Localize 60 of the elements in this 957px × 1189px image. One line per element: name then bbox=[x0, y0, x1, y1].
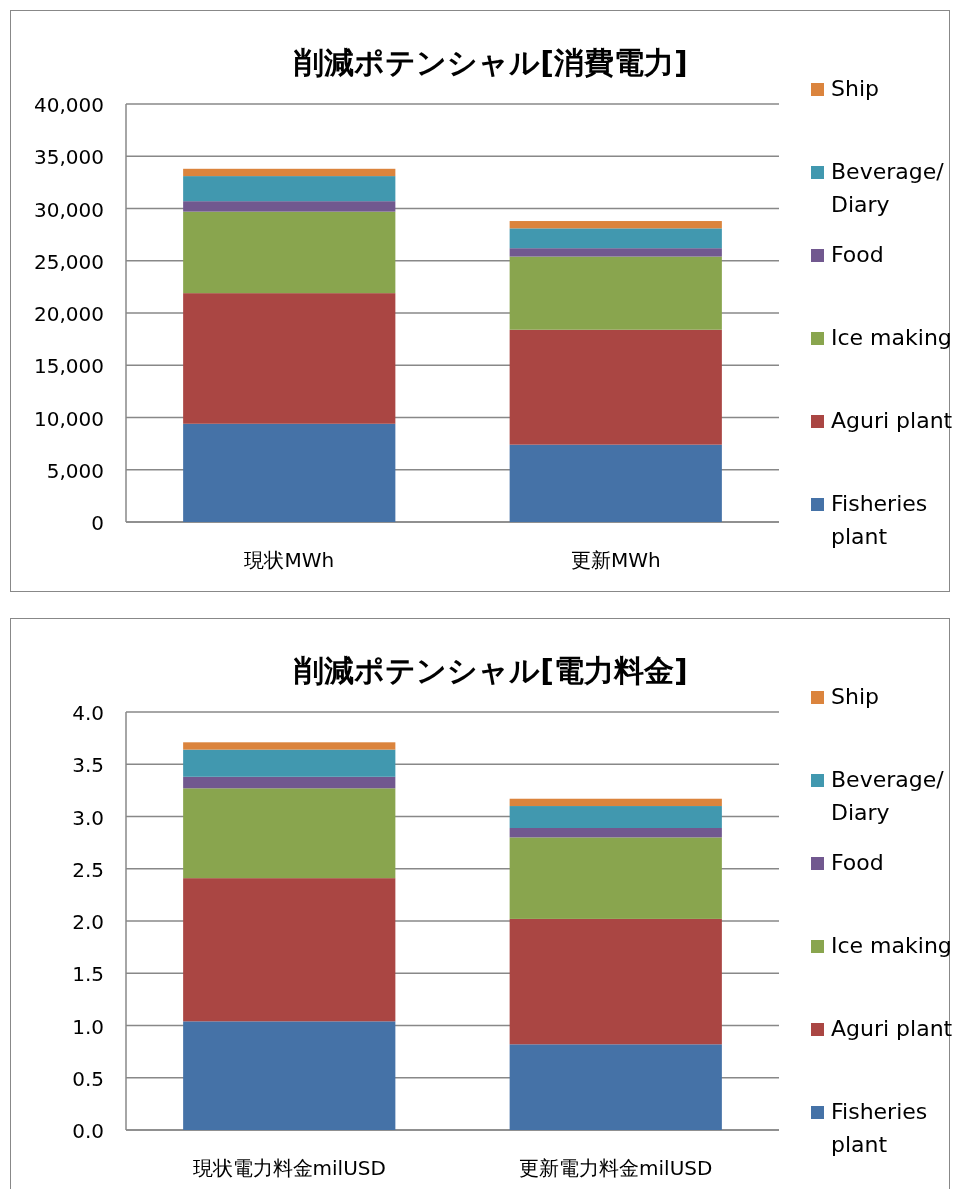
bar bbox=[509, 798, 722, 807]
bar bbox=[509, 248, 722, 257]
bar bbox=[509, 1044, 722, 1130]
legend-label: Aguri plant bbox=[831, 1015, 954, 1043]
bar bbox=[183, 176, 396, 202]
y-tick-label: 5,000 bbox=[46, 458, 104, 483]
bar bbox=[509, 837, 722, 919]
bar bbox=[509, 444, 722, 522]
legend-label: Ice making bbox=[831, 932, 953, 960]
bar bbox=[509, 221, 722, 229]
y-tick-label: 3.5 bbox=[72, 753, 104, 778]
y-tick-label: 10,000 bbox=[34, 406, 104, 431]
bar bbox=[509, 329, 722, 445]
y-tick-label: 40,000 bbox=[34, 93, 104, 117]
y-tick-label: 0.5 bbox=[72, 1066, 104, 1091]
legend-label: Beverage/ Diary bbox=[831, 158, 945, 219]
x-tick-label: 更新MWh bbox=[570, 548, 661, 572]
legend-label: Ship bbox=[831, 75, 880, 103]
bar bbox=[183, 788, 396, 879]
legend-label: Beverage/ Diary bbox=[831, 766, 945, 827]
bar bbox=[183, 201, 396, 212]
legend-label: Ice making bbox=[831, 324, 953, 352]
bar bbox=[183, 211, 396, 294]
bar bbox=[509, 806, 722, 828]
y-tick-label: 15,000 bbox=[34, 354, 104, 379]
legend-label: Fisheries plant bbox=[831, 490, 929, 551]
bar bbox=[183, 1021, 396, 1130]
x-tick-label: 更新電力料金milUSD bbox=[519, 1156, 713, 1180]
y-tick-label: 20,000 bbox=[34, 302, 104, 326]
bar bbox=[183, 423, 396, 522]
y-tick-label: 3.0 bbox=[72, 805, 104, 830]
bar bbox=[509, 828, 722, 838]
y-tick-label: 1.0 bbox=[72, 1014, 104, 1039]
legend-label: Food bbox=[831, 241, 885, 269]
chart-title: 削減ポテンシャル[消費電力] bbox=[293, 45, 688, 80]
x-tick-label: 現状MWh bbox=[244, 548, 335, 572]
y-tick-label: 25,000 bbox=[34, 249, 104, 274]
y-tick-label: 0 bbox=[91, 511, 104, 535]
bar bbox=[509, 256, 722, 330]
legend-label: Ship bbox=[831, 683, 880, 711]
legend-label: Food bbox=[831, 849, 885, 877]
bar bbox=[183, 878, 396, 1022]
bar bbox=[183, 742, 396, 750]
legend-label: Fisheries plant bbox=[831, 1098, 929, 1159]
y-tick-label: 2.5 bbox=[72, 857, 104, 882]
legend-label: Aguri plant bbox=[831, 407, 954, 435]
bar bbox=[183, 776, 396, 789]
y-tick-label: 0.0 bbox=[72, 1119, 104, 1143]
bar bbox=[183, 168, 396, 177]
bar bbox=[183, 293, 396, 424]
x-tick-label: 現状電力料金milUSD bbox=[192, 1156, 386, 1180]
bar bbox=[509, 228, 722, 249]
y-tick-label: 30,000 bbox=[34, 197, 104, 222]
y-tick-label: 1.5 bbox=[72, 962, 104, 987]
y-tick-label: 4.0 bbox=[72, 701, 104, 725]
y-tick-label: 2.0 bbox=[72, 910, 104, 934]
bar bbox=[183, 749, 396, 777]
chart-title: 削減ポテンシャル[電力料金] bbox=[293, 653, 688, 688]
y-tick-label: 35,000 bbox=[34, 145, 104, 170]
bar bbox=[509, 918, 722, 1045]
